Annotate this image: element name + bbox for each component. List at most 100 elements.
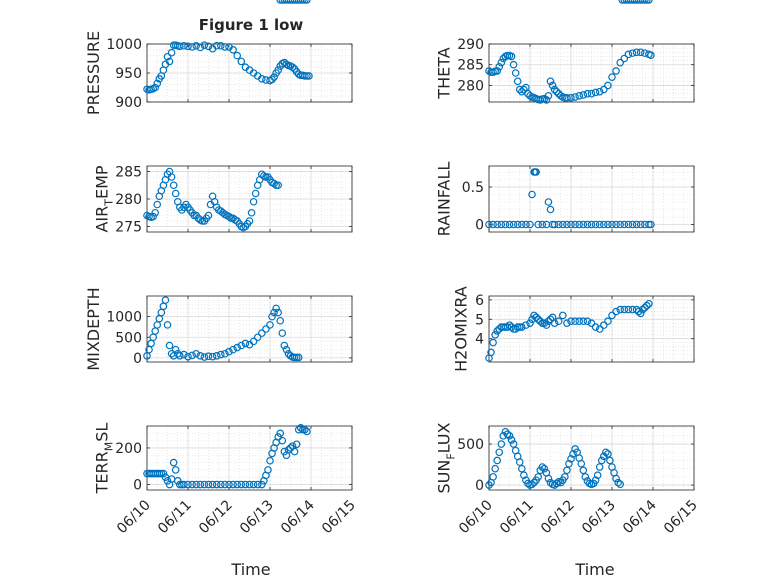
data-point <box>632 0 641 4</box>
data-point <box>538 463 547 471</box>
x-axis-label-left: Time <box>230 560 270 579</box>
data-point <box>591 476 600 484</box>
data-point <box>491 331 499 339</box>
data-point <box>204 352 213 361</box>
y-tick-label: 500 <box>457 437 484 453</box>
data-point <box>217 41 225 50</box>
data-point <box>591 88 600 97</box>
data-point <box>221 43 229 51</box>
data-point <box>620 54 629 63</box>
data-point <box>604 81 612 90</box>
data-point <box>176 480 184 489</box>
data-point <box>487 348 495 357</box>
data-point <box>612 67 620 75</box>
data-point <box>575 317 584 326</box>
data-point <box>253 333 262 342</box>
data-point <box>212 480 221 489</box>
data-point <box>558 311 567 320</box>
data-point <box>624 50 633 59</box>
data-point <box>282 345 291 354</box>
data-point <box>229 45 237 54</box>
data-point <box>290 447 299 456</box>
y-tick-label: 290 <box>457 37 484 53</box>
data-point <box>608 220 616 229</box>
x-tick-label: 06/15 <box>319 497 359 537</box>
data-point <box>292 0 301 4</box>
data-point <box>196 480 205 489</box>
data-point <box>595 325 604 333</box>
data-point <box>608 73 616 81</box>
data-point <box>645 220 653 229</box>
data-point <box>149 212 157 221</box>
y-tick-label: 900 <box>115 95 142 111</box>
data-point <box>497 440 506 448</box>
y-tick-label: 200 <box>115 441 142 457</box>
data-point <box>276 316 285 325</box>
data-point <box>491 464 499 473</box>
data-point <box>489 220 497 229</box>
data-point <box>505 432 514 440</box>
data-point <box>571 220 579 229</box>
data-point <box>180 480 188 489</box>
data-point <box>169 458 178 467</box>
data-point <box>204 42 213 51</box>
data-point <box>581 473 590 481</box>
data-point <box>634 0 643 4</box>
data-point <box>575 91 584 100</box>
data-point <box>159 469 168 478</box>
data-point <box>196 352 205 360</box>
data-point <box>599 321 608 329</box>
data-point <box>303 72 311 80</box>
data-point <box>272 304 280 313</box>
axes-box <box>488 165 695 233</box>
y-axis-label: THETA <box>435 47 454 99</box>
data-point <box>249 197 258 206</box>
data-point <box>507 52 516 61</box>
data-point <box>624 305 633 314</box>
data-point <box>628 220 637 229</box>
data-point <box>204 211 213 220</box>
data-point <box>577 459 586 468</box>
axes-box <box>146 295 353 363</box>
data-point <box>640 303 649 312</box>
data-point <box>563 319 571 327</box>
x-tick-label: 06/14 <box>278 497 318 537</box>
axes-box <box>146 425 353 491</box>
data-point <box>303 0 311 4</box>
data-point <box>165 57 174 66</box>
data-point <box>638 305 647 314</box>
data-point <box>606 456 614 465</box>
data-point <box>520 85 528 94</box>
data-point <box>253 480 262 489</box>
data-point <box>505 321 514 329</box>
data-point <box>208 480 217 489</box>
data-point <box>647 51 655 59</box>
y-tick-label: 500 <box>115 330 142 346</box>
data-point <box>552 479 561 488</box>
data-point <box>544 91 553 100</box>
data-point <box>575 220 584 229</box>
data-point <box>180 41 188 50</box>
data-point <box>212 41 221 50</box>
x-tick-label: 06/15 <box>661 497 701 537</box>
data-point <box>503 430 512 439</box>
data-point <box>526 220 534 229</box>
data-point <box>192 41 201 50</box>
data-point <box>169 181 178 190</box>
data-point <box>163 321 172 329</box>
data-point <box>257 75 266 83</box>
y-tick-label: 950 <box>115 66 142 82</box>
data-point <box>292 440 301 449</box>
data-point <box>229 345 237 354</box>
data-point <box>538 220 547 229</box>
data-point <box>579 466 588 475</box>
data-point <box>550 319 559 327</box>
y-tick-label: 6 <box>475 293 484 309</box>
y-tick-label: 1000 <box>106 310 142 326</box>
data-point <box>542 96 551 104</box>
x-tick-label: 06/11 <box>155 497 195 537</box>
data-point <box>147 339 155 348</box>
data-point <box>628 49 637 57</box>
